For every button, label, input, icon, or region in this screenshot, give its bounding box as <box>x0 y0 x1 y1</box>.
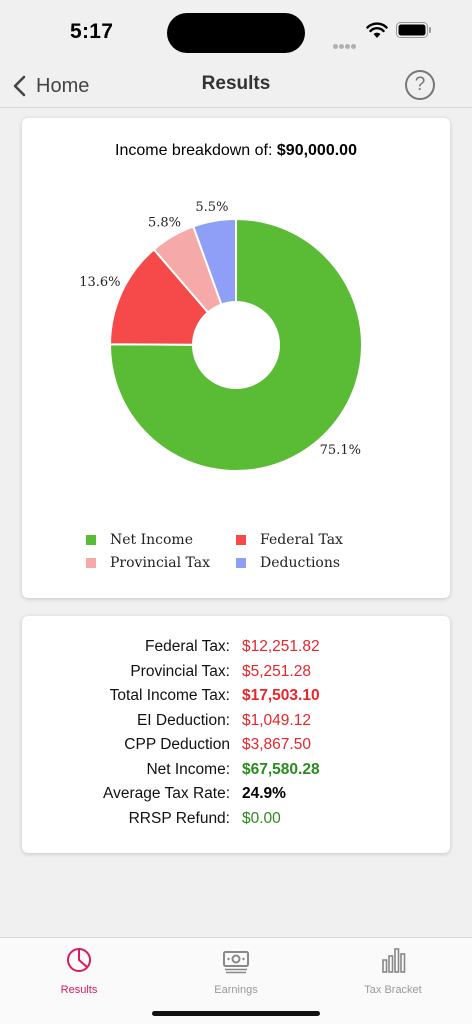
pie-chart-icon <box>67 948 91 972</box>
result-label: CPP Deduction <box>124 736 230 753</box>
result-value: $0.00 <box>242 809 281 827</box>
chevron-left-icon <box>13 75 26 97</box>
chart-title-amount: $90,000.00 <box>276 142 357 159</box>
navigation-bar: Home Results ? <box>0 64 472 108</box>
tab-results[interactable]: Results <box>19 946 139 996</box>
result-value: $67,580.28 <box>242 760 320 778</box>
legend-swatch <box>86 557 96 568</box>
slice-percent-label: 5.5% <box>195 200 228 215</box>
result-row-rrsp-refund: RRSP Refund: $0.00 <box>22 810 450 834</box>
tab-earnings[interactable]: Earnings <box>176 946 296 996</box>
legend-item-net-income: Net Income <box>86 528 236 551</box>
donut-chart: 75.1% 13.6% 5.8% 5.5% <box>79 200 363 472</box>
results-card: Federal Tax: $12,251.82 Provincial Tax: … <box>22 616 450 853</box>
result-label: EI Deduction: <box>136 711 230 729</box>
chart-title-prefix: Income breakdown of: <box>115 142 273 159</box>
legend-swatch <box>86 534 96 545</box>
legend-item-federal-tax: Federal Tax <box>236 528 386 551</box>
slice-percent-label: 75.1% <box>320 443 361 458</box>
banknote-icon <box>223 951 249 974</box>
result-value: $1,049.12 <box>242 711 311 729</box>
result-label: Average Tax Rate: <box>103 785 230 802</box>
result-row-total-income-tax: Total Income Tax: $17,503.10 <box>22 687 450 711</box>
legend-label: Deductions <box>260 554 341 571</box>
donut-slice-federal-tax <box>108 248 210 346</box>
result-value: $3,867.50 <box>242 736 311 753</box>
tab-bar: Results Earnings Tax Bracket <box>0 937 472 1024</box>
legend-label: Net Income <box>110 531 193 548</box>
page-title: Results <box>201 73 271 94</box>
legend-swatch <box>236 534 246 545</box>
chart-card: Income breakdown of: $90,000.00 75.1% 13.… <box>22 118 450 598</box>
back-button[interactable]: Home <box>12 70 89 102</box>
tab-label: Results <box>60 984 98 996</box>
legend-label: Provincial Tax <box>110 554 211 571</box>
result-value: $5,251.28 <box>242 662 311 680</box>
status-time: 5:17 <box>70 20 114 43</box>
tab-tax-bracket[interactable]: Tax Bracket <box>333 946 453 996</box>
tab-label: Tax Bracket <box>364 984 422 996</box>
question-mark-icon: ? <box>414 74 426 95</box>
legend-item-deductions: Deductions <box>236 551 386 574</box>
slice-percent-label: 5.8% <box>148 215 181 230</box>
result-label: RRSP Refund: <box>128 809 230 827</box>
result-value: $17,503.10 <box>242 687 320 704</box>
result-row-net-income: Net Income: $67,580.28 <box>22 761 450 785</box>
result-row-federal-tax: Federal Tax: $12,251.82 <box>22 638 450 662</box>
result-row-average-tax-rate: Average Tax Rate: 24.9% <box>22 785 450 809</box>
result-label: Net Income: <box>146 760 230 778</box>
result-label: Federal Tax: <box>144 638 230 655</box>
status-bar: 5:17 <box>0 0 472 64</box>
chart-legend: Net Income Federal Tax Provincial Tax De… <box>86 528 386 574</box>
donut-slice-net-income <box>109 217 363 472</box>
battery-icon <box>396 22 431 38</box>
result-row-ei-deduction: EI Deduction: $1,049.12 <box>22 712 450 736</box>
help-button[interactable]: ? <box>405 70 435 100</box>
legend-swatch <box>236 557 246 568</box>
dynamic-island <box>167 13 305 53</box>
chart-title: Income breakdown of: $90,000.00 <box>22 142 450 160</box>
result-value: $12,251.82 <box>242 638 320 655</box>
slice-percent-label: 13.6% <box>79 275 120 290</box>
result-row-cpp-deduction: CPP Deduction $3,867.50 <box>22 736 450 760</box>
legend-item-provincial-tax: Provincial Tax <box>86 551 236 574</box>
result-label: Total Income Tax: <box>109 687 230 704</box>
back-label: Home <box>36 74 90 97</box>
donut-slice-deductions <box>192 217 237 306</box>
result-label: Provincial Tax: <box>130 662 230 680</box>
wifi-icon <box>366 22 388 38</box>
tab-label: Earnings <box>214 984 258 996</box>
bar-chart-icon <box>382 948 406 973</box>
result-value: 24.9% <box>242 785 286 802</box>
result-row-provincial-tax: Provincial Tax: $5,251.28 <box>22 663 450 687</box>
cellular-signal-icon <box>333 36 357 54</box>
legend-label: Federal Tax <box>260 531 343 548</box>
home-indicator <box>152 1011 320 1016</box>
